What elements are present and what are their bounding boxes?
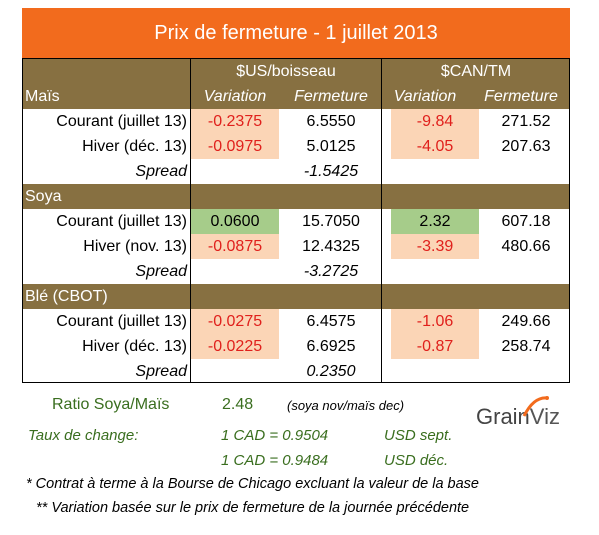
table-row: Hiver (déc. 13) -0.0225 6.6925 -0.87 258… [23, 334, 569, 359]
logo-swoosh-icon [522, 396, 549, 417]
cad-close-cell: 258.74 [501, 338, 551, 355]
spread-label: Spread [135, 363, 187, 380]
row-label: Courant (juillet 13) [56, 313, 187, 330]
usd-close-cell: 6.6925 [306, 338, 356, 355]
usd-variation-cell: -0.0225 [191, 334, 279, 359]
spread-value: -3.2725 [303, 263, 359, 280]
cad-group-header: $CAN/TM [440, 63, 512, 80]
row-label: Hiver (déc. 13) [82, 138, 187, 155]
usd-variation-cell: -0.2375 [191, 109, 279, 134]
usd-close-cell: 6.4575 [306, 313, 356, 330]
cad-close-cell: 207.63 [501, 138, 551, 155]
spread-row: Spread 0.2350 [23, 359, 569, 384]
page-title: Prix de fermeture - 1 juillet 2013 [22, 8, 570, 58]
logo-text-viz: Viz [529, 404, 560, 429]
table-row: Courant (juillet 13) 0.0600 15.7050 2.32… [23, 209, 569, 234]
title-text: Prix de fermeture - 1 juillet 2013 [154, 21, 438, 44]
usd-variation-cell: 0.0600 [191, 209, 279, 234]
note-1: * Contrat à terme à la Bourse de Chicago… [26, 476, 479, 492]
usd-close-cell: 12.4325 [302, 238, 360, 255]
usd-variation-header: Variation [203, 88, 267, 105]
logo-text-grain: Grain [476, 404, 530, 429]
usd-close-cell: 5.0125 [306, 138, 356, 155]
usd-variation-cell: -0.0975 [191, 134, 279, 159]
spread-value: -1.5425 [303, 163, 359, 180]
header-row-groups: $US/boisseau $CAN/TM [23, 59, 569, 84]
usd-close-cell: 6.5550 [306, 113, 356, 130]
section-band-soya: Soya [23, 184, 569, 209]
cad-variation-cell: -0.87 [391, 334, 479, 359]
row-label: Courant (juillet 13) [56, 213, 187, 230]
grainviz-logo: GrainViz [476, 404, 560, 430]
column-divider [381, 59, 382, 382]
cad-variation-cell: -1.06 [391, 309, 479, 334]
cad-close-cell: 480.66 [501, 238, 551, 255]
usd-close-cell: 15.7050 [302, 213, 360, 230]
spread-value: 0.2350 [306, 363, 356, 380]
exchange-label: Taux de change: [28, 427, 139, 444]
spread-label: Spread [135, 263, 187, 280]
column-divider [190, 59, 191, 382]
cad-variation-cell: 2.32 [391, 209, 479, 234]
table-row: Courant (juillet 13) -0.0275 6.4575 -1.0… [23, 309, 569, 334]
cad-variation-cell: -9.84 [391, 109, 479, 134]
spread-row: Spread -1.5425 [23, 159, 569, 184]
spread-label: Spread [135, 163, 187, 180]
row-label: Hiver (déc. 13) [82, 338, 187, 355]
table-row: Hiver (nov. 13) -0.0875 12.4325 -3.39 48… [23, 234, 569, 259]
ratio-note: (soya nov/maïs dec) [287, 398, 405, 413]
exchange-rate-2-unit: USD déc. [384, 452, 449, 469]
usd-variation-cell: -0.0275 [191, 309, 279, 334]
cad-variation-cell: -4.05 [391, 134, 479, 159]
cad-close-cell: 271.52 [501, 113, 551, 130]
ratio-value: 2.48 [222, 396, 254, 413]
section-name-soya: Soya [25, 188, 62, 205]
exchange-rate-2: 1 CAD = 0.9484 [221, 452, 329, 469]
cad-close-cell: 607.18 [501, 213, 551, 230]
row-label: Courant (juillet 13) [56, 113, 187, 130]
ratio-label: Ratio Soya/Maïs [52, 396, 170, 413]
section-band-ble: Blé (CBOT) [23, 284, 569, 309]
table-row: Courant (juillet 13) -0.2375 6.5550 -9.8… [23, 109, 569, 134]
cad-variation-header: Variation [393, 88, 457, 105]
usd-group-header: $US/boisseau [236, 63, 336, 80]
note-2: ** Variation basée sur le prix de fermet… [36, 500, 470, 516]
cad-close-cell: 249.66 [501, 313, 551, 330]
header-row-sub: Maïs Variation Fermeture Variation Ferme… [23, 84, 569, 109]
exchange-rate-1: 1 CAD = 0.9504 [221, 427, 329, 444]
section-name-ble: Blé (CBOT) [25, 288, 108, 305]
exchange-rate-1-unit: USD sept. [384, 427, 453, 444]
usd-variation-cell: -0.0875 [191, 234, 279, 259]
spread-row: Spread -3.2725 [23, 259, 569, 284]
cad-fermeture-header: Fermeture [484, 88, 558, 105]
usd-fermeture-header: Fermeture [294, 88, 368, 105]
cad-variation-cell: -3.39 [391, 234, 479, 259]
section-name-mais: Maïs [25, 88, 60, 105]
prices-table: $US/boisseau $CAN/TM Maïs Variation Ferm… [22, 58, 570, 383]
table-row: Hiver (déc. 13) -0.0975 5.0125 -4.05 207… [23, 134, 569, 159]
row-label: Hiver (nov. 13) [83, 238, 187, 255]
